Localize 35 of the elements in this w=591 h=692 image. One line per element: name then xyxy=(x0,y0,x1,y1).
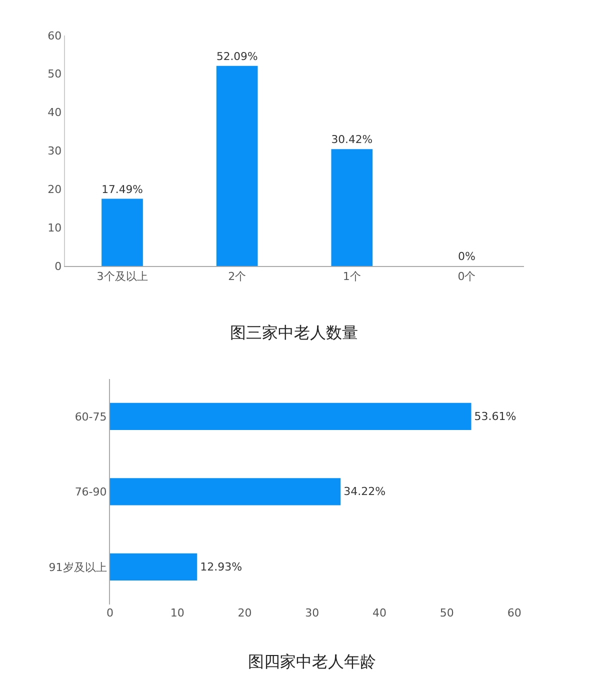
y-tick-label: 76-90 xyxy=(74,486,107,499)
data-label: 12.93% xyxy=(200,560,242,574)
y-tick-label: 20 xyxy=(48,183,62,196)
x-tick-label: 40 xyxy=(372,606,387,620)
text: 图四家中老人年龄 xyxy=(248,652,376,671)
x-tick-label: 20 xyxy=(238,606,252,620)
bar xyxy=(110,402,472,430)
y-tick-label: 0 xyxy=(54,260,62,273)
bar xyxy=(110,553,198,580)
x-tick-label: 30 xyxy=(305,606,320,620)
y-tick-label: 50 xyxy=(48,68,62,81)
x-tick-label: 1个 xyxy=(342,270,361,284)
x-tick-label: 2个 xyxy=(228,270,246,284)
x-tick-label: 50 xyxy=(440,606,454,620)
bar xyxy=(110,478,341,506)
y-tick-label: 60-75 xyxy=(74,410,107,424)
y-tick-label: 10 xyxy=(48,221,62,234)
data-label: 53.61% xyxy=(474,410,516,423)
y-tick-label: 60 xyxy=(48,29,62,42)
data-label: 17.49% xyxy=(102,182,143,196)
bar xyxy=(331,149,373,266)
x-tick-label: 3个及以上 xyxy=(96,270,148,284)
y-tick-label: 40 xyxy=(48,106,62,120)
bar xyxy=(102,198,143,266)
data-label: 0% xyxy=(458,250,476,264)
y-tick-label: 30 xyxy=(48,144,62,158)
text: 图三家中老人数量 xyxy=(230,323,358,342)
bar xyxy=(216,66,258,266)
x-tick-label: 10 xyxy=(170,606,184,620)
data-label: 34.22% xyxy=(344,485,386,498)
y-tick-label: 91岁及以上 xyxy=(48,560,107,574)
data-label: 52.09% xyxy=(216,50,258,63)
x-tick-label: 0个 xyxy=(458,270,476,284)
data-label: 30.42% xyxy=(331,133,373,146)
x-tick-label: 60 xyxy=(507,606,522,620)
